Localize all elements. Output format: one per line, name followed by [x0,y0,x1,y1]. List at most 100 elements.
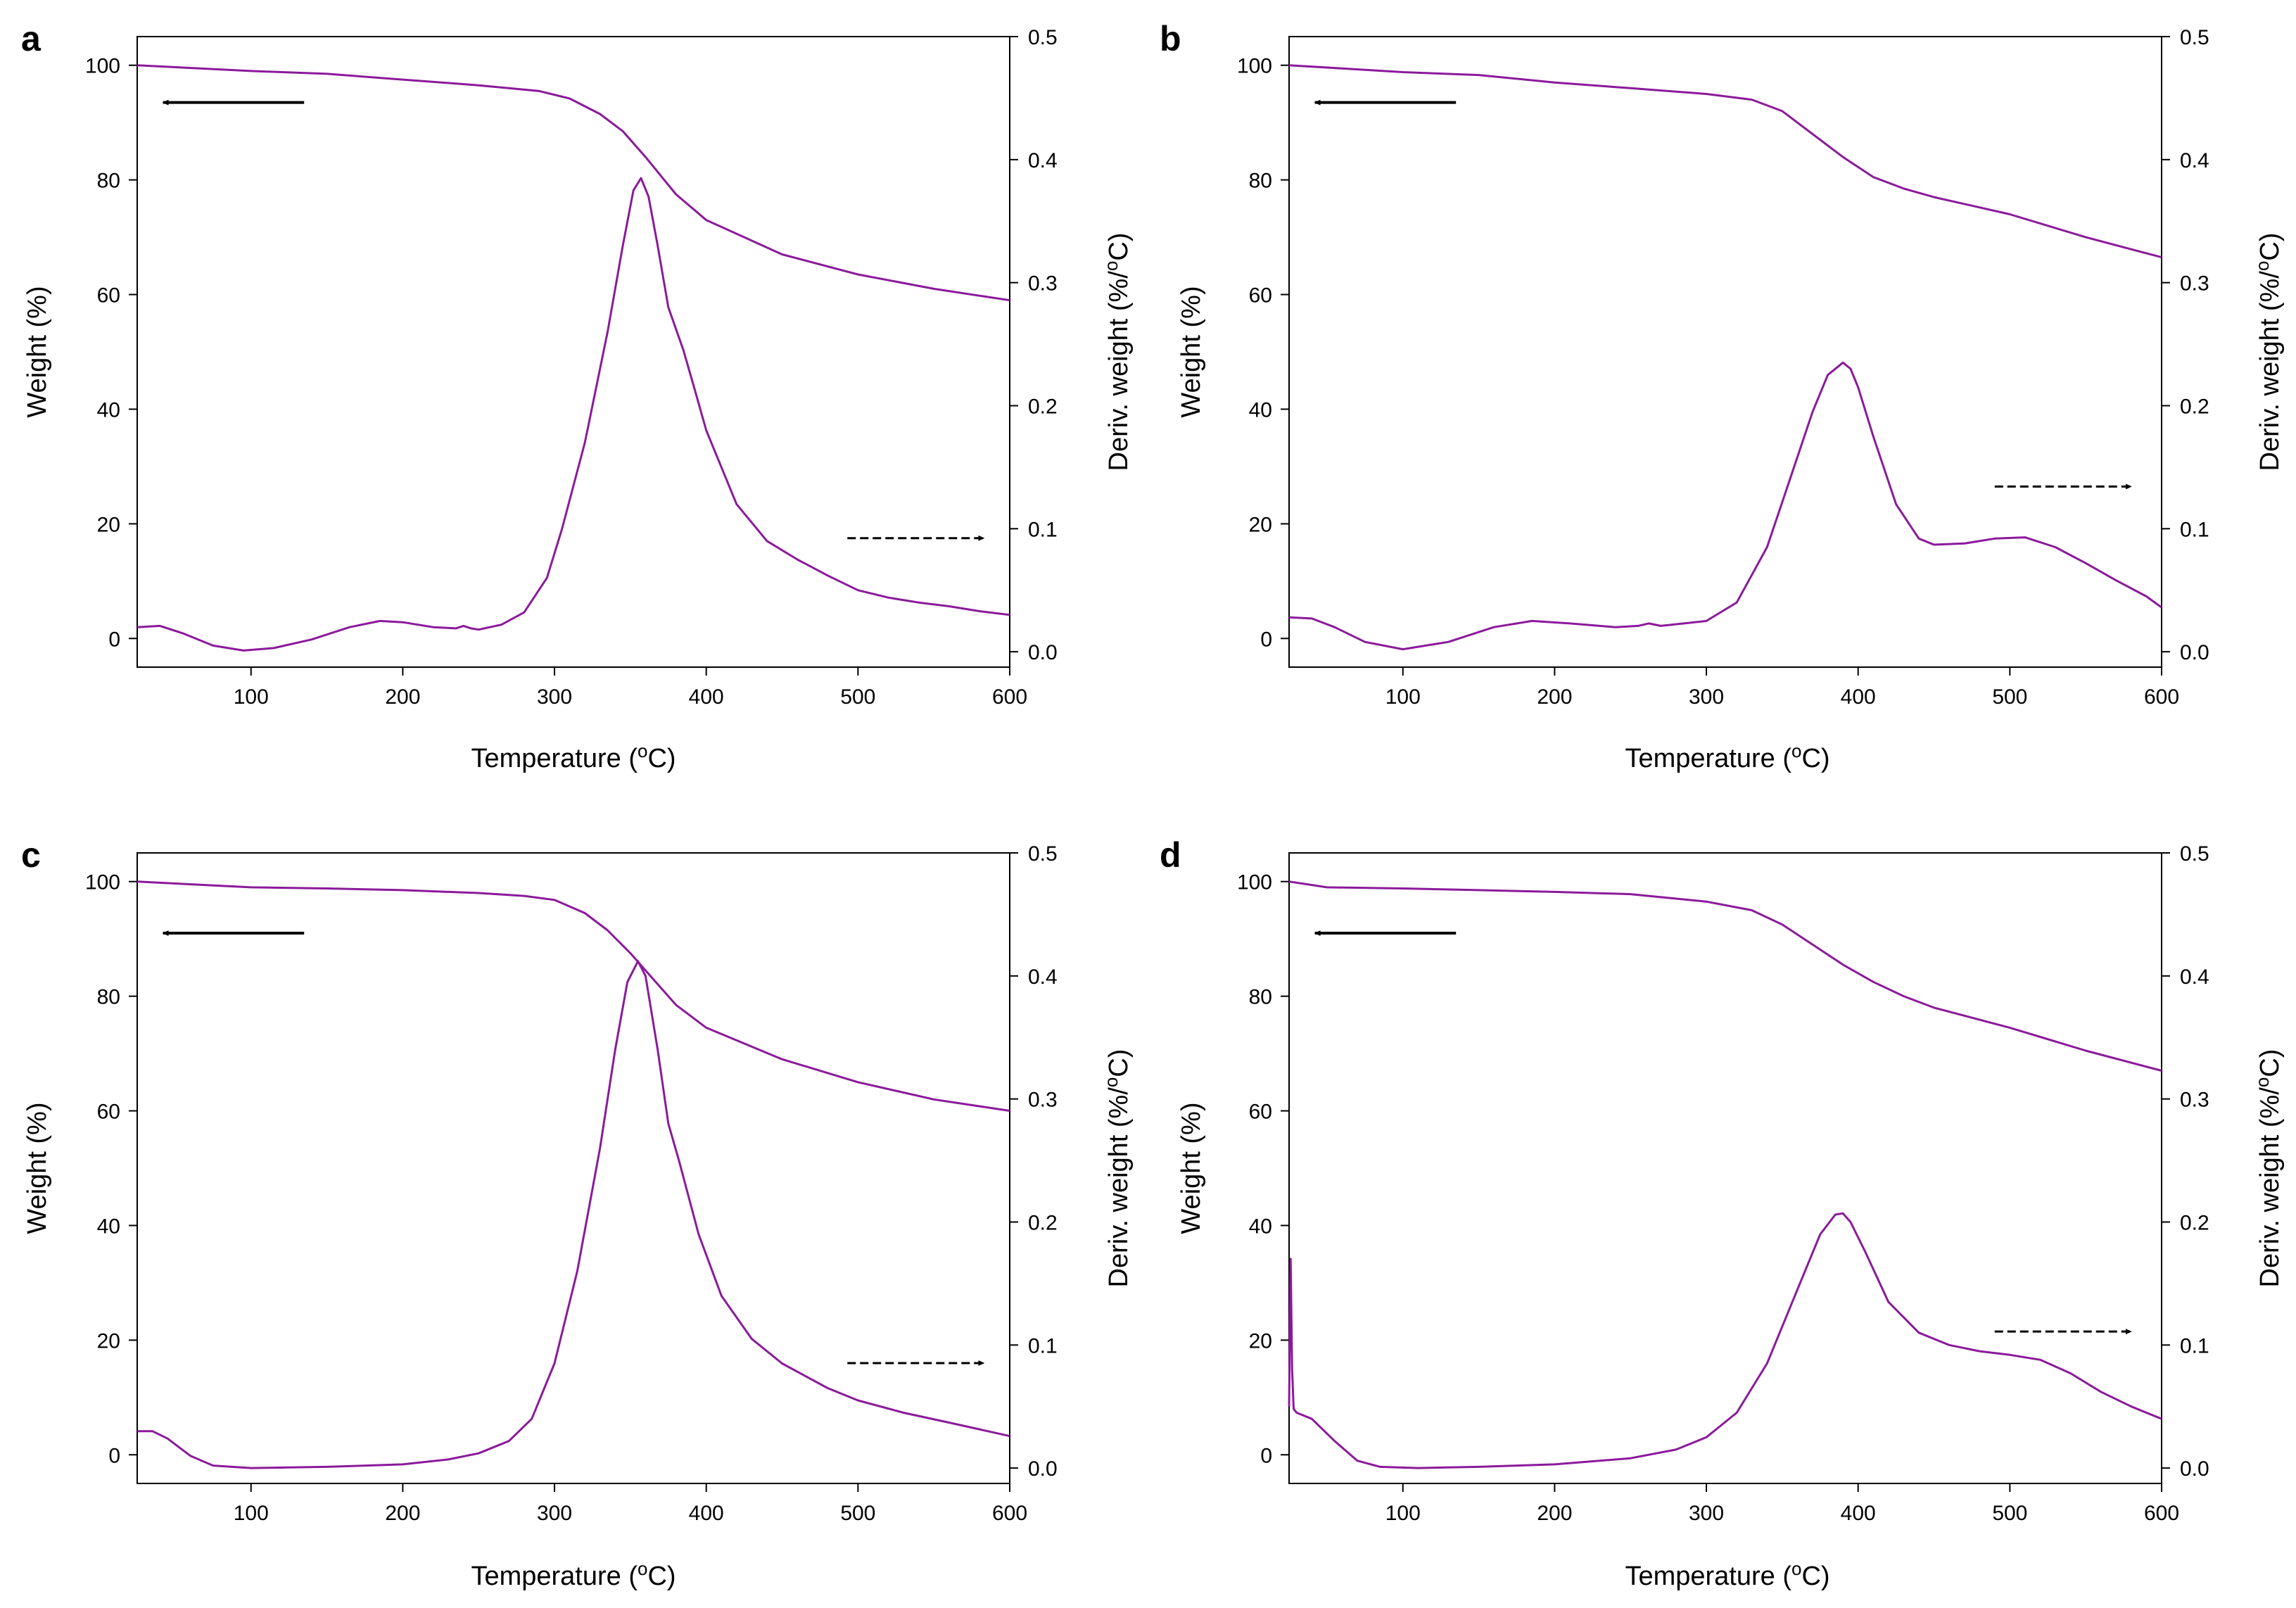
weight-line [1288,64,2162,259]
y-axis-title: Weight (%) [1176,1102,1206,1234]
y-tick-label: 100 [1237,55,1272,78]
panel-c: c Temperature (oC) Weight (%) Deriv. wei… [21,835,1134,1591]
y-tick-label: 60 [97,1101,120,1124]
x-tick-label: 100 [234,1502,269,1525]
x-axis-title: Temperature (oC) [1625,1558,1829,1591]
x-tick-label: 400 [1841,1502,1876,1525]
x-tick-label: 600 [2144,1502,2179,1525]
y-tick-label: 0 [108,1444,120,1467]
x-axis-title: Temperature (oC) [1625,740,1829,773]
x-tick-label: 400 [1841,685,1876,709]
y-tick-label: 40 [1249,1215,1272,1238]
y-tick-label: 20 [97,513,120,536]
y-tick-label: 100 [85,55,120,78]
x-tick-label: 600 [992,685,1027,709]
x-tick-label: 300 [1689,1502,1724,1525]
y2-tick-label: 0.3 [2180,272,2209,296]
y2-axis-title: Deriv. weight (%/oC) [1101,1049,1134,1288]
y2-tick-label: 0.4 [2180,966,2209,989]
y2-axis-title: Deriv. weight (%/oC) [2252,233,2285,471]
y-tick-label: 20 [1249,1329,1272,1353]
y2-tick-label: 0.2 [2180,395,2209,418]
x-tick-label: 100 [1385,1502,1421,1525]
y2-tick-label: 0.0 [2180,1457,2209,1481]
y-tick-label: 40 [97,398,120,422]
y-tick-label: 100 [1237,871,1272,894]
x-tick-label: 300 [537,685,572,709]
y2-tick-label: 0.5 [1028,842,1058,866]
y2-tick-label: 0.5 [2180,26,2209,49]
x-tick-label: 100 [1385,685,1421,709]
y2-tick-label: 0.2 [2180,1211,2209,1234]
y2-axis-title: Deriv. weight (%/oC) [2252,1049,2285,1288]
y-tick-label: 20 [97,1329,120,1353]
y2-tick-label: 0.1 [2180,518,2209,541]
y-axis-title: Weight (%) [23,286,52,417]
panel-label: c [21,835,41,875]
y-tick-label: 80 [97,986,120,1009]
y-tick-label: 0 [1260,628,1272,651]
y2-tick-label: 0.4 [1028,966,1058,989]
y-tick-label: 40 [1249,398,1272,422]
deriv-weight-line [1288,361,2162,651]
panel-label: b [1160,19,1181,58]
deriv-weight-line [137,177,1010,652]
x-tick-label: 300 [537,1502,572,1525]
deriv-weight-line [1288,1212,2162,1469]
x-tick-label: 200 [1537,685,1572,709]
y2-tick-label: 0.3 [1028,1089,1058,1112]
plot-frame [1288,36,2162,668]
y2-tick-label: 0.0 [1028,641,1058,664]
y2-tick-label: 0.2 [1028,395,1058,418]
y-tick-label: 60 [1249,284,1272,308]
x-tick-label: 600 [992,1502,1027,1525]
y-axis-title: Weight (%) [23,1102,52,1234]
y-tick-label: 60 [1249,1101,1272,1124]
y2-tick-label: 0.3 [2180,1089,2209,1112]
y2-tick-label: 0.4 [1028,149,1058,172]
plot-frame [137,852,1010,1484]
x-tick-label: 100 [234,685,269,709]
panel-label: d [1160,835,1181,875]
y-tick-label: 40 [97,1215,120,1238]
y2-axis-title: Deriv. weight (%/oC) [1101,233,1134,471]
x-tick-label: 500 [840,1502,875,1525]
panel-a: a Temperature (oC) Weight (%) Deriv. wei… [21,19,1134,773]
y2-tick-label: 0.1 [1028,1334,1058,1357]
panel-label: a [21,19,42,58]
x-tick-label: 300 [1689,685,1724,709]
y-tick-label: 80 [1249,986,1272,1009]
weight-line [1288,880,2162,1072]
y-tick-label: 0 [1260,1444,1272,1467]
x-tick-label: 200 [385,1502,420,1525]
y2-tick-label: 0.1 [1028,518,1058,541]
x-axis-title: Temperature (oC) [471,1558,676,1591]
weight-line [137,64,1010,302]
y2-tick-label: 0.2 [1028,1211,1058,1234]
deriv-weight-line [137,960,1010,1469]
x-tick-label: 500 [1992,1502,2027,1525]
plot-frame [1288,852,2162,1484]
panel-b: b Temperature (oC) Weight (%) Deriv. wei… [1160,19,2285,773]
y-tick-label: 60 [97,284,120,308]
y2-tick-label: 0.1 [2180,1334,2209,1357]
y-tick-label: 0 [108,628,120,651]
y-tick-label: 100 [85,871,120,894]
weight-line [137,880,1010,1112]
x-axis-title: Temperature (oC) [471,740,676,773]
x-tick-label: 500 [840,685,875,709]
plot-frame [137,36,1010,668]
panel-d: d Temperature (oC) Weight (%) Deriv. wei… [1160,835,2285,1591]
y2-tick-label: 0.4 [2180,149,2209,172]
x-tick-label: 400 [689,685,724,709]
y2-tick-label: 0.0 [1028,1457,1058,1481]
y2-tick-label: 0.3 [1028,272,1058,296]
y2-tick-label: 0.5 [2180,842,2209,866]
y2-tick-label: 0.5 [1028,26,1058,49]
y2-tick-label: 0.0 [2180,641,2209,664]
x-tick-label: 200 [1537,1502,1572,1525]
x-tick-label: 600 [2144,685,2179,709]
x-tick-label: 400 [689,1502,724,1525]
y-tick-label: 80 [97,170,120,193]
